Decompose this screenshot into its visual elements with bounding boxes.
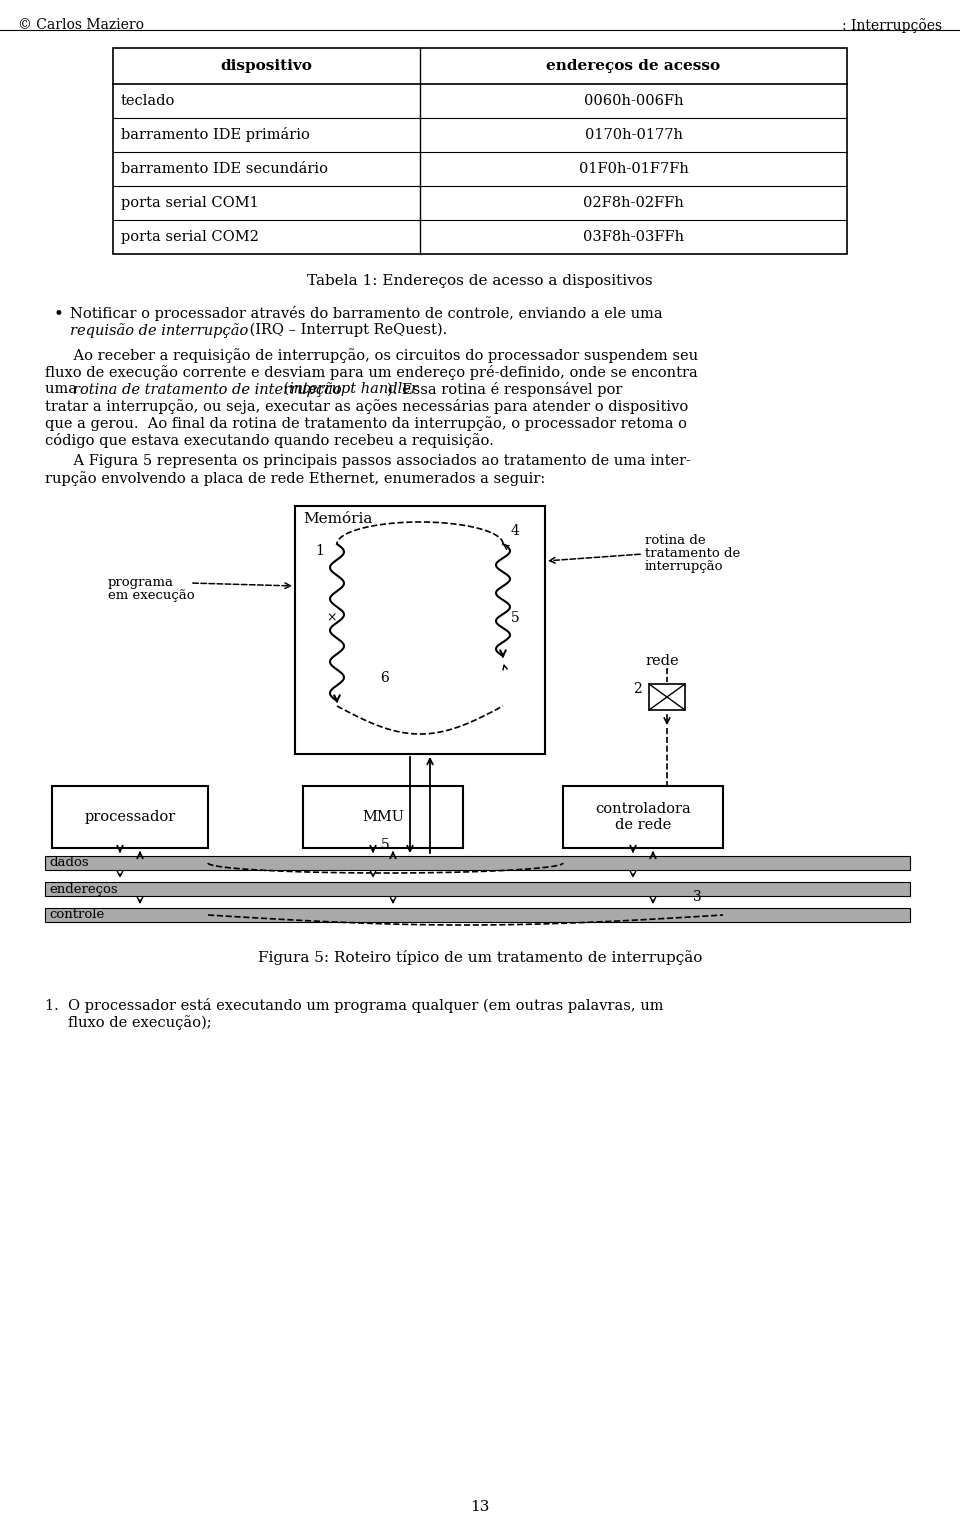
- Bar: [45, 907, 910, 923]
- Text: 6: 6: [380, 671, 389, 685]
- Text: 3: 3: [693, 891, 702, 904]
- Text: 1: 1: [315, 544, 324, 558]
- Text: 2: 2: [633, 682, 641, 695]
- Text: 5: 5: [511, 612, 519, 625]
- Text: 01F0h-01F7Fh: 01F0h-01F7Fh: [579, 162, 688, 175]
- Text: 5: 5: [381, 839, 390, 852]
- Text: barramento IDE secundário: barramento IDE secundário: [121, 162, 328, 175]
- Text: : Interrupções: : Interrupções: [842, 18, 942, 34]
- Text: •: •: [53, 307, 62, 323]
- Bar: [649, 685, 685, 711]
- Text: MMU: MMU: [362, 810, 404, 824]
- Text: Ao receber a requisição de interrupção, os circuitos do processador suspendem se: Ao receber a requisição de interrupção, …: [55, 348, 698, 363]
- Text: tratar a interrupção, ou seja, executar as ações necessárias para atender o disp: tratar a interrupção, ou seja, executar …: [45, 400, 688, 413]
- Text: endereços: endereços: [49, 883, 118, 895]
- Text: 13: 13: [470, 1501, 490, 1514]
- Text: código que estava executando quando recebeu a requisição.: código que estava executando quando rece…: [45, 433, 493, 448]
- Text: dispositivo: dispositivo: [221, 59, 312, 73]
- Text: rupção envolvendo a placa de rede Ethernet, enumerados a seguir:: rupção envolvendo a placa de rede Ethern…: [45, 471, 545, 486]
- Text: tratamento de: tratamento de: [645, 547, 740, 560]
- Text: interrupt handler: interrupt handler: [289, 381, 418, 396]
- Text: rotina de tratamento de interrupção: rotina de tratamento de interrupção: [73, 381, 342, 396]
- Text: controladora
de rede: controladora de rede: [595, 802, 691, 833]
- Text: processador: processador: [84, 810, 176, 824]
- Text: Notificar o processador através do barramento de controle, enviando a ele uma: Notificar o processador através do barra…: [70, 307, 662, 320]
- Bar: [45, 881, 910, 897]
- Text: barramento IDE primário: barramento IDE primário: [121, 128, 310, 142]
- Text: 03F8h-03FFh: 03F8h-03FFh: [583, 230, 684, 244]
- Text: Figura 5: Roteiro típico de um tratamento de interrupção: Figura 5: Roteiro típico de um tratament…: [258, 950, 702, 965]
- Text: 4: 4: [511, 525, 520, 538]
- Bar: [303, 785, 463, 848]
- Text: (IRQ – Interrupt ReQuest).: (IRQ – Interrupt ReQuest).: [245, 323, 447, 337]
- Text: Memória: Memória: [303, 512, 372, 526]
- Text: 1.  O processador está executando um programa qualquer (em outras palavras, um: 1. O processador está executando um prog…: [45, 997, 663, 1013]
- Text: porta serial COM2: porta serial COM2: [121, 230, 259, 244]
- Text: ×: ×: [326, 612, 337, 625]
- Text: © Carlos Maziero: © Carlos Maziero: [18, 18, 144, 32]
- Bar: [113, 47, 847, 255]
- Text: dados: dados: [49, 857, 88, 869]
- Bar: [563, 785, 723, 848]
- Text: em execução: em execução: [108, 589, 195, 602]
- Text: porta serial COM1: porta serial COM1: [121, 197, 259, 210]
- Bar: [52, 785, 208, 848]
- Text: 02F8h-02FFh: 02F8h-02FFh: [583, 197, 684, 210]
- Text: interrupção: interrupção: [645, 560, 724, 573]
- Text: Tabela 1: Endereços de acesso a dispositivos: Tabela 1: Endereços de acesso a disposit…: [307, 274, 653, 288]
- Text: que a gerou.  Ao final da rotina de tratamento da interrupção, o processador ret: que a gerou. Ao final da rotina de trata…: [45, 416, 687, 432]
- Text: fluxo de execução corrente e desviam para um endereço pré-definido, onde se enco: fluxo de execução corrente e desviam par…: [45, 364, 698, 380]
- Text: teclado: teclado: [121, 95, 176, 108]
- Text: A Figura 5 representa os principais passos associados ao tratamento de uma inter: A Figura 5 representa os principais pass…: [55, 454, 691, 468]
- Text: 0060h-006Fh: 0060h-006Fh: [584, 95, 684, 108]
- Bar: [295, 506, 545, 753]
- Bar: [45, 856, 910, 869]
- Text: ). Essa rotina é responsável por: ). Essa rotina é responsável por: [387, 381, 622, 396]
- Text: fluxo de execução);: fluxo de execução);: [68, 1016, 211, 1029]
- Text: endereços de acesso: endereços de acesso: [546, 59, 721, 73]
- Text: rotina de: rotina de: [645, 534, 706, 547]
- Text: rede: rede: [645, 654, 679, 668]
- Text: (: (: [279, 381, 289, 396]
- Text: programa: programa: [108, 576, 174, 589]
- Text: 0170h-0177h: 0170h-0177h: [585, 128, 683, 142]
- Text: uma: uma: [45, 381, 82, 396]
- Text: requisão de interrupção: requisão de interrupção: [70, 323, 249, 339]
- Text: controle: controle: [49, 909, 105, 921]
